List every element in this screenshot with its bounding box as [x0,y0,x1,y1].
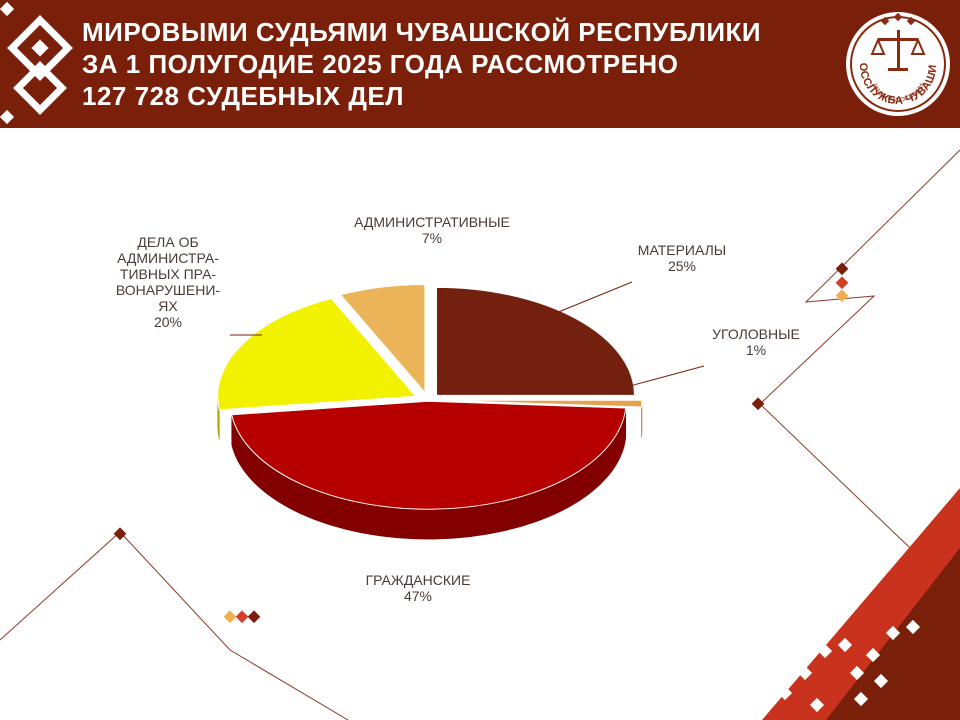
corner-ornament-icon [762,488,960,720]
chuvash-ornament-icon [0,1,73,125]
title-line-3: 127 728 СУДЕБНЫХ ДЕЛ [82,81,404,111]
page-title: МИРОВЫМИ СУДЬЯМИ ЧУВАШСКОЙ РЕСПУБЛИКИ ЗА… [82,16,842,112]
label-civil-name: ГРАЖДАНСКИЕ [365,572,471,588]
pie-slice-admin_offenses [217,298,417,411]
pie-slice-criminal [443,399,643,408]
leader-line-criminal [629,365,705,387]
gossluzhba-emblem-logo: ГОССЛУЖБА ЧУВАШИИ ПО ДЕЛАМ ЮСТИЦИИ [842,6,950,116]
label-criminal-value: 1% [745,342,767,358]
label-admin-offenses-name: ДЕЛА ОБ АДМИНИСТРА- ТИВНЫХ ПРА- ВОНАРУШЕ… [115,234,221,314]
title-line-1: МИРОВЫМИ СУДЬЯМИ ЧУВАШСКОЙ РЕСПУБЛИКИ [82,17,762,47]
leader-line-materials [555,281,633,314]
label-administrative-name: АДМИНИСТРАТИВНЫЕ [354,214,510,230]
pie-slice-materials [435,286,635,396]
label-materials: МАТЕРИАЛЫ 25% [612,242,752,274]
label-civil: ГРАЖДАНСКИЕ 47% [338,572,498,604]
decorative-lines [0,149,960,720]
label-materials-name: МАТЕРИАЛЫ [637,242,727,258]
label-admin-offenses: ДЕЛА ОБ АДМИНИСТРА- ТИВНЫХ ПРА- ВОНАРУШЕ… [98,234,238,330]
header-banner: МИРОВЫМИ СУДЬЯМИ ЧУВАШСКОЙ РЕСПУБЛИКИ ЗА… [0,0,960,128]
label-materials-value: 25% [667,258,697,274]
label-criminal-name: УГОЛОВНЫЕ [712,326,800,342]
label-criminal: УГОЛОВНЫЕ 1% [696,326,816,358]
pie-slice-civil [231,400,627,510]
pie-slice-administrative [339,283,426,394]
label-admin-offenses-value: 20% [153,314,183,330]
label-administrative: АДМИНИСТРАТИВНЫЕ 7% [332,214,532,246]
title-line-2: ЗА 1 ПОЛУГОДИЕ 2025 ГОДА РАССМОТРЕНО [82,49,679,79]
label-administrative-value: 7% [421,230,443,246]
label-civil-value: 47% [403,588,433,604]
